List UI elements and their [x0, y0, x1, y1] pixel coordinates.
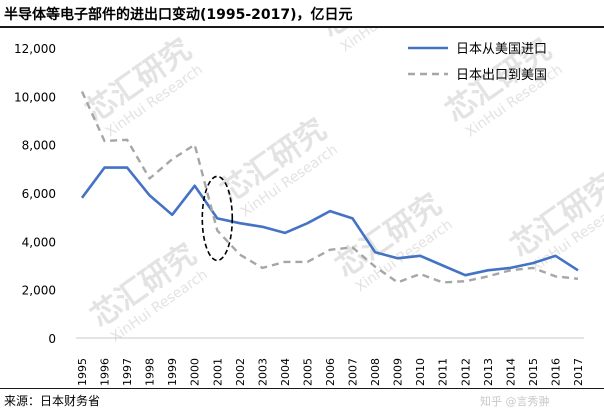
x-tick-label: 2008	[369, 358, 382, 386]
legend-export-label: 日本出口到美国	[456, 68, 547, 83]
x-tick-label: 2005	[301, 358, 314, 386]
x-tick-label: 1995	[76, 358, 89, 386]
x-tick-label: 2017	[572, 358, 585, 386]
series-layer	[80, 91, 579, 284]
import-series-line	[80, 166, 579, 277]
y-tick-label: 12,000	[14, 42, 56, 56]
annotation-layer	[201, 175, 234, 262]
x-tick-label: 2014	[504, 358, 517, 386]
x-tick-label: 2000	[189, 358, 202, 386]
y-tick-label: 6,000	[22, 187, 56, 201]
export-series-line	[80, 91, 579, 284]
x-tick-label: 2001	[211, 358, 224, 386]
x-tick-label: 2010	[414, 358, 427, 386]
chart-title: 半导体等电子部件的进出口变动(1995-2017)，亿日元	[4, 7, 353, 23]
x-tick-label: 1998	[144, 358, 157, 386]
watermark-sub: XinHui Research	[338, 28, 441, 55]
y-tick-label: 8,000	[22, 139, 56, 153]
zhihu-watermark: 知乎 @言秀翀	[480, 395, 550, 408]
highlight-ellipse	[201, 175, 234, 262]
x-tick-label: 2004	[279, 358, 292, 386]
title-divider	[0, 26, 604, 28]
x-tick-label: 2015	[527, 358, 540, 386]
y-axis: 0 2,000 4,000 6,000 8,000 10,000 12,000	[14, 42, 56, 346]
x-axis: 1995 1996 1997 1998 1999 2000 2001 2002 2003 2004…	[76, 337, 585, 386]
y-tick-label: 0	[48, 332, 56, 346]
x-tick-label: 2002	[234, 358, 247, 386]
x-tick-label: 2006	[324, 358, 337, 386]
x-tick-label: 1996	[99, 358, 112, 386]
x-tick-label: 1997	[121, 358, 134, 386]
x-tick-label: 2011	[437, 358, 450, 386]
source-note: 来源：日本财务省	[4, 394, 101, 408]
footer-divider	[0, 388, 604, 389]
y-tick-label: 2,000	[22, 284, 56, 298]
x-tick-label: 1999	[166, 358, 179, 386]
legend-import-label: 日本从美国进口	[456, 42, 547, 57]
x-tick-label: 2016	[549, 358, 562, 386]
x-tick-label: 2007	[347, 358, 360, 386]
y-tick-label: 10,000	[14, 90, 56, 104]
x-tick-label: 2012	[459, 358, 472, 386]
x-tick-label: 2013	[482, 358, 495, 386]
x-tick-label: 2009	[392, 358, 405, 386]
y-tick-label: 4,000	[22, 235, 56, 249]
x-tick-label: 2003	[256, 358, 269, 386]
